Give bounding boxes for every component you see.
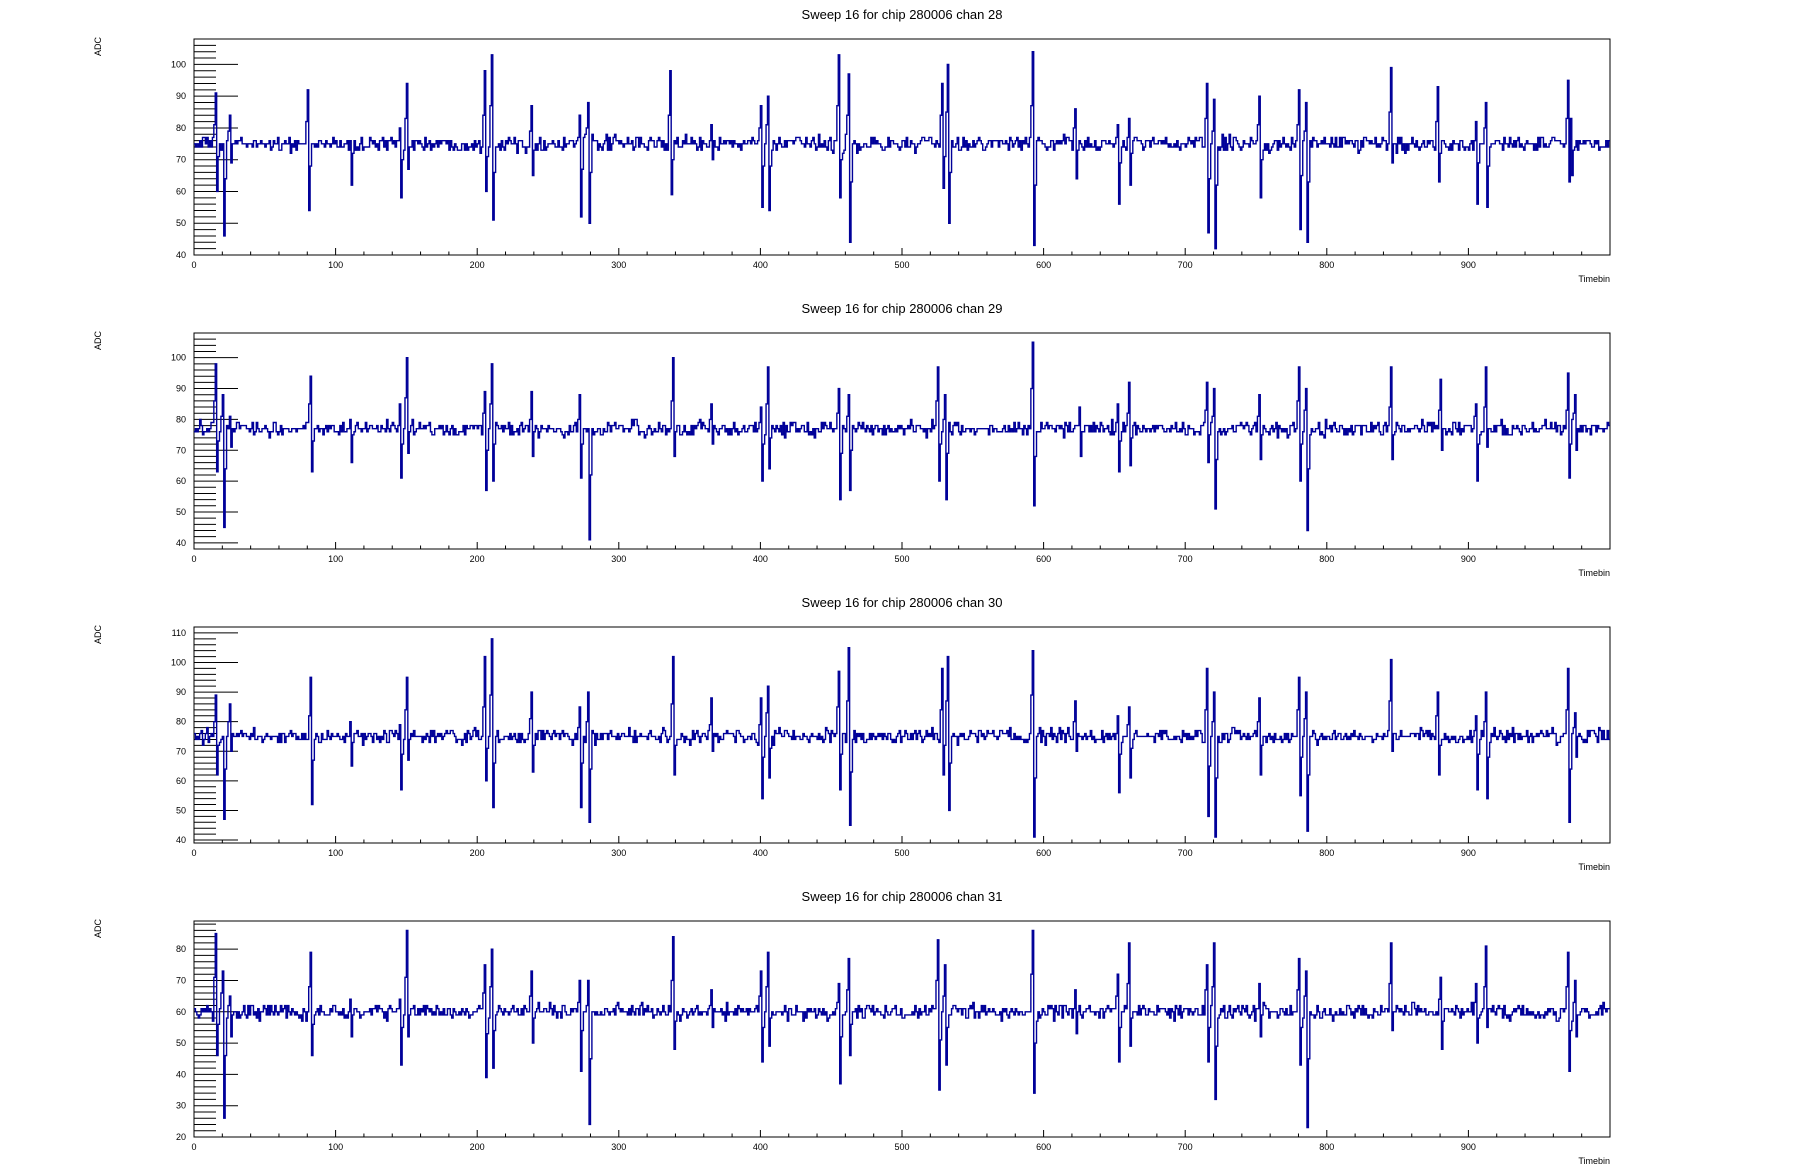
y-tick-label: 110	[172, 628, 186, 638]
y-tick-label: 70	[176, 746, 186, 756]
x-tick-label: 400	[753, 1142, 768, 1152]
x-tick-label: 700	[1178, 848, 1193, 858]
plot-frame	[193, 626, 1611, 844]
y-tick-label: 40	[176, 835, 186, 845]
x-axis-label: Timebin	[1578, 274, 1610, 284]
y-axis-label: ADC	[93, 331, 103, 351]
x-tick-label: 900	[1461, 848, 1476, 858]
x-tick-label: 900	[1461, 554, 1476, 564]
x-tick-label: 400	[753, 554, 768, 564]
x-tick-label: 300	[611, 260, 626, 270]
chart-title: Sweep 16 for chip 280006 chan 30	[802, 595, 1003, 610]
x-tick-label: 0	[191, 848, 196, 858]
y-tick-label: 40	[176, 250, 186, 260]
x-tick-label: 900	[1461, 260, 1476, 270]
x-tick-label: 400	[753, 848, 768, 858]
y-tick-label: 80	[176, 414, 186, 424]
y-axis-label: ADC	[93, 919, 103, 939]
x-axis-label: Timebin	[1578, 1156, 1610, 1166]
y-tick-label: 50	[176, 218, 186, 228]
chart-panel-1: Sweep 16 for chip 280006 chan 28 ADC Timeb…	[93, 7, 1611, 284]
chart-title: Sweep 16 for chip 280006 chan 31	[802, 889, 1003, 904]
chart-title: Sweep 16 for chip 280006 chan 29	[802, 301, 1003, 316]
x-tick-label: 500	[894, 848, 909, 858]
x-tick-label: 0	[191, 554, 196, 564]
y-tick-label: 60	[176, 1007, 186, 1017]
x-tick-label: 600	[1036, 1142, 1051, 1152]
y-tick-label: 60	[176, 776, 186, 786]
x-tick-label: 100	[328, 554, 343, 564]
x-tick-label: 200	[470, 554, 485, 564]
y-tick-label: 60	[176, 476, 186, 486]
y-tick-label: 40	[176, 538, 186, 548]
y-tick-label: 100	[171, 59, 186, 69]
y-tick-label: 100	[171, 658, 186, 668]
y-tick-label: 100	[171, 353, 186, 363]
x-tick-label: 300	[611, 848, 626, 858]
x-tick-label: 600	[1036, 848, 1051, 858]
x-tick-label: 700	[1178, 260, 1193, 270]
x-tick-label: 0	[191, 1142, 196, 1152]
y-tick-label: 90	[176, 91, 186, 101]
x-tick-label: 500	[894, 554, 909, 564]
x-tick-label: 600	[1036, 554, 1051, 564]
y-axis-label: ADC	[93, 625, 103, 645]
x-tick-label: 400	[753, 260, 768, 270]
data-series-line	[194, 341, 1610, 541]
x-tick-label: 100	[328, 260, 343, 270]
y-tick-label: 50	[176, 507, 186, 517]
chart-panel-3: Sweep 16 for chip 280006 chan 30 ADC Timeb…	[93, 595, 1611, 872]
x-axis-label: Timebin	[1578, 862, 1610, 872]
y-tick-label: 50	[176, 805, 186, 815]
x-tick-label: 100	[328, 848, 343, 858]
x-tick-label: 800	[1319, 260, 1334, 270]
x-tick-label: 800	[1319, 554, 1334, 564]
y-tick-label: 80	[176, 717, 186, 727]
data-series-line	[194, 51, 1610, 250]
x-tick-label: 900	[1461, 1142, 1476, 1152]
data-series-line	[194, 929, 1610, 1129]
x-tick-label: 800	[1319, 848, 1334, 858]
x-tick-label: 200	[470, 1142, 485, 1152]
x-tick-label: 500	[894, 260, 909, 270]
y-tick-label: 80	[176, 123, 186, 133]
x-tick-label: 800	[1319, 1142, 1334, 1152]
y-tick-label: 50	[176, 1038, 186, 1048]
x-tick-label: 500	[894, 1142, 909, 1152]
y-tick-label: 60	[176, 186, 186, 196]
x-tick-label: 200	[470, 848, 485, 858]
y-tick-label: 70	[176, 975, 186, 985]
x-tick-label: 100	[328, 1142, 343, 1152]
x-tick-label: 700	[1178, 554, 1193, 564]
x-tick-label: 300	[611, 1142, 626, 1152]
y-tick-label: 20	[176, 1132, 186, 1142]
x-tick-label: 300	[611, 554, 626, 564]
y-tick-label: 90	[176, 384, 186, 394]
x-tick-label: 700	[1178, 1142, 1193, 1152]
y-axis-label: ADC	[93, 37, 103, 57]
data-series-line	[194, 638, 1610, 838]
y-tick-label: 80	[176, 944, 186, 954]
x-tick-label: 600	[1036, 260, 1051, 270]
chart-panel-2: Sweep 16 for chip 280006 chan 29 ADC Timeb…	[93, 301, 1611, 578]
chart-title: Sweep 16 for chip 280006 chan 28	[802, 7, 1003, 22]
y-tick-label: 70	[176, 445, 186, 455]
x-tick-label: 200	[470, 260, 485, 270]
y-tick-label: 40	[176, 1069, 186, 1079]
x-axis-label: Timebin	[1578, 568, 1610, 578]
y-tick-label: 70	[176, 155, 186, 165]
y-tick-label: 30	[176, 1101, 186, 1111]
x-tick-label: 0	[191, 260, 196, 270]
y-tick-label: 90	[176, 687, 186, 697]
chart-panel-4: Sweep 16 for chip 280006 chan 31 ADC Timeb…	[93, 889, 1611, 1166]
